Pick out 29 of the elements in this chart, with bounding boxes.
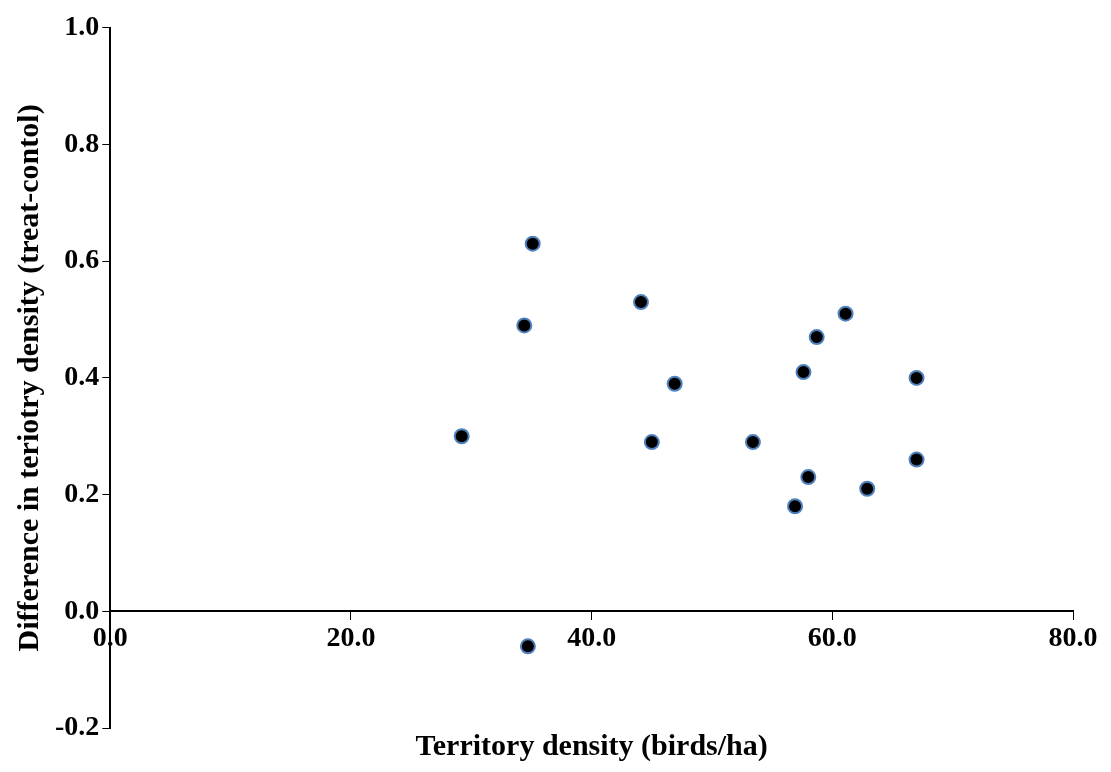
point (516, 317, 533, 334)
point (524, 235, 541, 252)
point (859, 480, 876, 497)
x-tick-label: 80.0 (1048, 621, 1098, 653)
y-tick-label: 0.8 (64, 126, 100, 158)
y-tick-label: 0.4 (64, 360, 100, 392)
y-tick-label: 0.6 (64, 243, 100, 275)
y-tick-label: 0.0 (64, 593, 100, 625)
point (908, 451, 925, 468)
x-axis-title: Territory density (birds/ha) (415, 727, 768, 762)
point (908, 369, 925, 386)
y-tick-label: 0.2 (64, 476, 100, 508)
point (643, 434, 660, 451)
point (666, 375, 683, 392)
x-tick-label: 60.0 (807, 621, 857, 653)
point (800, 469, 817, 486)
point (744, 434, 761, 451)
y-axis-title: Difference in teriotry density (treat-contol) (10, 104, 45, 652)
point (519, 638, 536, 655)
x-tick-label: 20.0 (326, 621, 376, 653)
point (453, 428, 470, 445)
point (633, 294, 649, 311)
point (795, 364, 812, 381)
point (808, 329, 825, 346)
y-tick-label: -0.2 (55, 710, 100, 742)
y-tick-label: 1.0 (64, 10, 100, 42)
x-tick-label: 40.0 (567, 621, 617, 653)
point (787, 498, 804, 515)
point (837, 305, 854, 322)
